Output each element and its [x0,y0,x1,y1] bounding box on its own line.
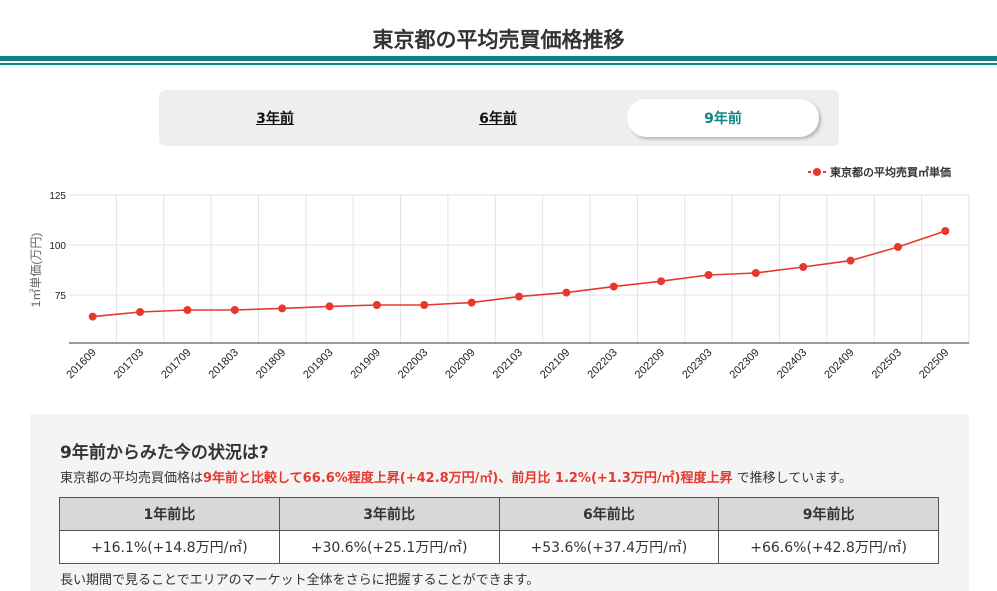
table-header-row: 1年前比 3年前比 6年前比 9年前比 [59,497,939,531]
table-cell: +66.6%(+42.8万円/㎡) [718,530,939,564]
data-point[interactable] [467,298,476,307]
series-line [88,227,950,321]
tab-9-years[interactable]: 9年前 [627,99,819,137]
table-header: 9年前比 [718,497,939,531]
legend-label: 東京都の平均売買㎡単価 [830,165,951,179]
legend-marker [813,168,821,176]
x-tick-label: 201709 [159,347,193,381]
y-axis-label: 1㎡単価(万円) [29,233,43,308]
x-tick-label: 202509 [917,347,951,381]
x-tick-label: 202009 [443,347,477,381]
summary-text: 東京都の平均売買価格は9年前と比較して66.6%程度上昇(+42.8万円/㎡)、… [60,467,852,486]
data-point[interactable] [751,269,760,277]
legend[interactable]: 東京都の平均売買㎡単価 [808,165,951,179]
x-tick-label: 201809 [254,347,288,381]
table-cell: +16.1%(+14.8万円/㎡) [59,530,280,564]
table-header: 1年前比 [59,497,280,531]
y-axis-ticks: 75 100 125 [49,191,66,302]
chart-grid [69,194,970,344]
x-tick-label: 202409 [822,347,856,381]
table-row: +16.1%(+14.8万円/㎡) +30.6%(+25.1万円/㎡) +53.… [59,530,939,564]
y-tick-label: 75 [55,291,67,302]
x-tick-label: 202209 [633,347,667,381]
x-tick-label: 201909 [349,347,383,381]
x-tick-label: 201903 [301,347,335,381]
tab-6-years[interactable]: 6年前 [479,111,517,127]
data-point[interactable] [704,271,713,279]
data-point[interactable] [609,282,618,291]
summary-text-highlight: 9年前と比較して66.6%程度上昇(+42.8万円/㎡)、前月比 1.2%(+1… [203,471,733,486]
x-tick-label: 201609 [64,347,98,381]
y-tick-label: 125 [49,191,66,202]
table-cell: +30.6%(+25.1万円/㎡) [278,530,500,564]
x-tick-label: 202303 [680,347,714,381]
table-header: 3年前比 [278,497,500,531]
x-tick-label: 202503 [870,347,904,381]
page-title: 東京都の平均売買価格推移 [372,28,625,52]
data-point[interactable] [230,306,239,314]
title-divider-thin [0,63,997,65]
period-tabs: 3年前 6年前 9年前 [159,90,839,146]
data-point[interactable] [420,301,429,309]
x-tick-label: 201803 [206,347,240,381]
title-divider-thick [0,56,997,61]
x-tick-label: 202309 [728,347,762,381]
table-header: 6年前比 [498,497,720,531]
data-point[interactable] [372,301,381,309]
tab-3-years[interactable]: 3年前 [256,111,294,127]
x-tick-label: 202103 [491,347,525,381]
comparison-table: 1年前比 3年前比 6年前比 9年前比 +16.1%(+14.8万円/㎡) +3… [59,497,939,564]
data-point[interactable] [941,227,950,235]
data-point[interactable] [88,312,97,321]
summary-panel: 9年前からみた今の状況は? 東京都の平均売買価格は9年前と比較して66.6%程度… [30,414,969,591]
data-point[interactable] [562,288,571,297]
table-cell: +53.6%(+37.4万円/㎡) [498,530,720,564]
x-tick-label: 202109 [538,347,572,381]
x-tick-label: 202203 [585,347,619,381]
data-point[interactable] [799,263,808,271]
series-path [92,230,946,318]
summary-note: 長い期間で見ることでエリアのマーケット全体をさらに把握することができます。 [60,573,540,588]
data-point[interactable] [183,306,192,314]
data-point[interactable] [515,292,523,301]
data-point[interactable] [325,302,334,311]
data-point[interactable] [278,304,287,313]
data-point[interactable] [893,243,902,251]
x-axis-ticks: 201609 201703 201709 201803 201809 201903 2019… [64,347,951,381]
data-point[interactable] [136,308,145,316]
x-tick-label: 202003 [396,347,430,381]
x-tick-label: 202403 [775,347,809,381]
summary-text-prefix: 東京都の平均売買価格は [60,471,204,486]
data-point[interactable] [846,256,855,265]
y-tick-label: 100 [49,241,66,252]
summary-text-suffix: で推移しています。 [732,471,852,486]
data-point[interactable] [657,277,666,286]
summary-heading: 9年前からみた今の状況は? [60,443,269,463]
x-tick-label: 201703 [112,347,146,381]
